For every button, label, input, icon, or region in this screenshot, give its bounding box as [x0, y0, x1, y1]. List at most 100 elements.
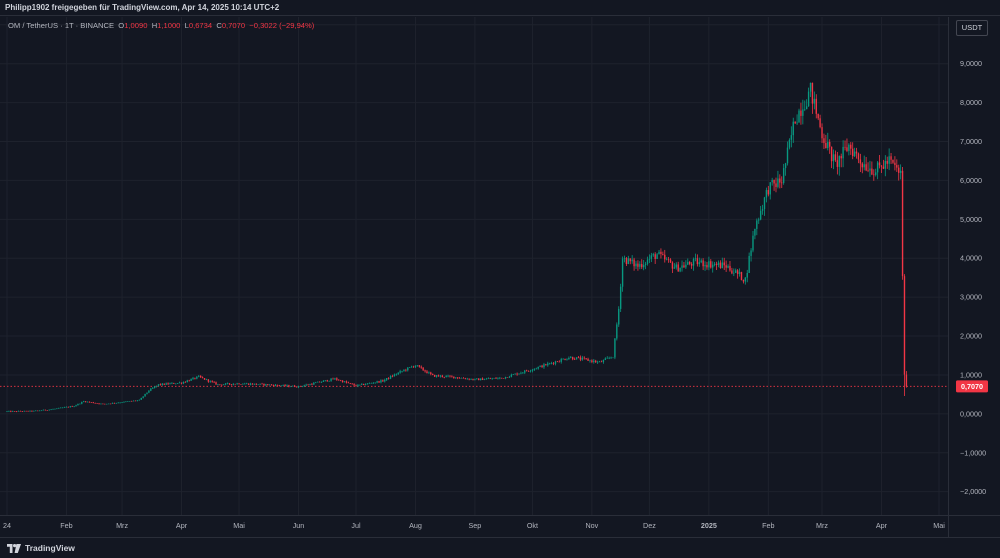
candle: [667, 256, 670, 263]
candle-body: [807, 91, 810, 107]
candle: [230, 384, 233, 386]
candle: [167, 382, 169, 385]
candle: [435, 374, 438, 378]
candle: [190, 378, 192, 381]
candle: [621, 256, 624, 292]
candle-body: [272, 385, 275, 386]
candle-body: [140, 397, 142, 400]
candle-body: [219, 384, 221, 385]
time-axis[interactable]: 24 Feb Mrz Apr Mai Jun Jul Aug Sep Okt Nov Dez 2025 F…: [3, 521, 945, 530]
candle: [138, 399, 141, 401]
currency-button[interactable]: USDT: [956, 20, 988, 36]
candle: [83, 400, 85, 403]
candle-body: [472, 378, 474, 380]
candle-body: [307, 384, 309, 386]
candle-body: [138, 399, 141, 401]
candle-body: [813, 98, 816, 104]
candle-body: [681, 265, 683, 268]
candle-body: [414, 365, 417, 368]
candle-body: [752, 235, 754, 251]
tradingview-logo[interactable]: TradingView: [7, 542, 75, 554]
candle: [796, 114, 798, 125]
candle: [50, 409, 52, 411]
candle-body: [804, 109, 806, 110]
y-tick-label: 6,0000: [960, 176, 982, 185]
candle-body: [353, 384, 355, 386]
candle-body: [633, 259, 635, 267]
candle-body: [642, 264, 645, 268]
candle-body: [713, 263, 716, 265]
candle: [247, 383, 250, 385]
candle-body: [282, 384, 284, 386]
candle-body: [493, 378, 495, 379]
candle-body: [485, 378, 488, 380]
candle-body: [207, 379, 210, 382]
candle: [272, 384, 275, 387]
candle-body: [723, 262, 725, 266]
candle-body: [106, 403, 108, 405]
candle-body: [679, 267, 681, 272]
candle: [261, 382, 263, 385]
candle: [506, 376, 509, 378]
candle-body: [736, 270, 739, 274]
candle-body: [270, 384, 273, 386]
candlestick-series: [6, 82, 908, 413]
candle: [378, 380, 380, 383]
candle-body: [644, 263, 647, 265]
candle-body: [855, 151, 858, 154]
candle-body: [575, 357, 578, 360]
candle-body: [504, 376, 507, 379]
candle: [890, 153, 892, 164]
candle-body: [852, 148, 854, 157]
candle-body: [132, 400, 135, 402]
candle-body: [600, 361, 603, 363]
candle: [33, 410, 35, 412]
candle: [280, 385, 282, 387]
candle: [56, 408, 58, 410]
candle: [531, 368, 534, 373]
y-tick-label: −2,0000: [960, 487, 986, 496]
candle: [896, 159, 898, 172]
candle-body: [115, 402, 118, 404]
candle: [305, 383, 307, 387]
candle-body: [892, 159, 894, 163]
candle: [886, 156, 888, 169]
candle: [815, 94, 817, 119]
candle-body: [372, 383, 374, 384]
candle-body: [401, 370, 403, 372]
candle-body: [165, 383, 167, 385]
candle-body: [602, 359, 605, 362]
candle: [871, 161, 873, 176]
candle-body: [420, 366, 422, 368]
symbol-name[interactable]: OM / TetherUS · 1T · BINANCE: [8, 21, 115, 30]
candle: [700, 258, 702, 264]
candle-body: [828, 141, 831, 147]
candle-body: [748, 255, 750, 273]
candle-body: [698, 262, 700, 265]
candle: [222, 384, 225, 386]
candle-body: [65, 406, 68, 408]
candle: [148, 389, 150, 394]
candle-body: [518, 373, 520, 375]
candle: [130, 400, 133, 402]
candle: [370, 382, 373, 384]
candle-body: [905, 374, 908, 387]
candle-body: [234, 383, 236, 385]
price-axis[interactable]: 10,00009,00008,00007,00006,00005,00004,0…: [960, 20, 986, 496]
candle-body: [842, 146, 844, 159]
candle-body: [583, 357, 585, 359]
candle: [873, 169, 875, 181]
candle: [391, 374, 394, 378]
candle: [736, 269, 739, 279]
candle: [899, 164, 902, 180]
candle-body: [46, 410, 48, 411]
candle: [585, 358, 587, 360]
candle: [46, 410, 48, 411]
candle-body: [387, 377, 390, 379]
candle-body: [90, 402, 93, 403]
candle: [169, 382, 171, 385]
candle-body: [658, 251, 660, 255]
candle: [476, 378, 478, 380]
candle: [830, 146, 833, 169]
